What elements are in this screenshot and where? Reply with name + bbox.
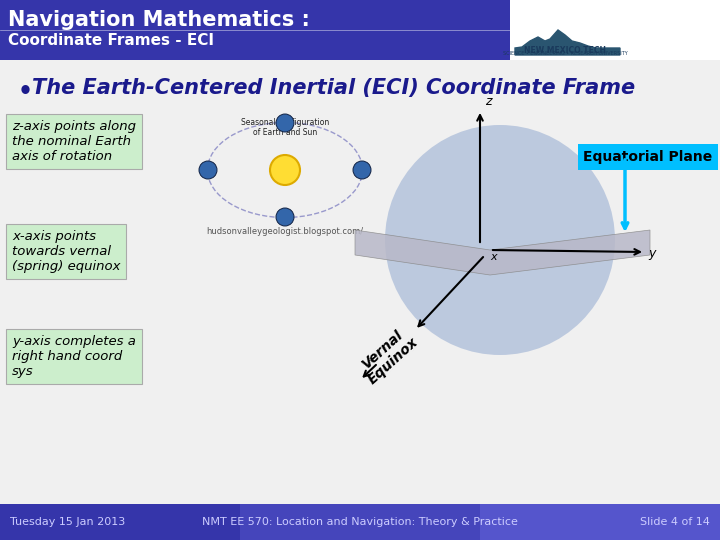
Text: •: • [18,80,33,104]
Text: Coordinate Frames - ECI: Coordinate Frames - ECI [8,33,214,48]
Text: hudsonvalleygeologist.blogspot.com/: hudsonvalleygeologist.blogspot.com/ [207,227,364,236]
Text: Equatorial Plane: Equatorial Plane [583,150,713,164]
Text: SCIENCE • ENGINEERING • RESEARCH UNIVERSITY: SCIENCE • ENGINEERING • RESEARCH UNIVERS… [503,51,627,56]
Text: Vernal
Equinox: Vernal Equinox [355,323,421,387]
Text: Tuesday 15 Jan 2013: Tuesday 15 Jan 2013 [10,517,125,527]
Text: Navigation Mathematics :: Navigation Mathematics : [8,10,310,30]
Text: z: z [485,95,492,108]
Polygon shape [515,30,620,55]
Circle shape [276,208,294,226]
Bar [240,504,480,540]
Text: x-axis points
towards vernal
(spring) equinox: x-axis points towards vernal (spring) eq… [12,230,120,273]
Text: z-axis points along
the nominal Earth
axis of rotation: z-axis points along the nominal Earth ax… [12,120,136,163]
Text: x: x [490,252,497,262]
Circle shape [353,161,371,179]
Polygon shape [355,230,650,275]
Bar [0,504,720,540]
Text: y: y [648,246,655,260]
Circle shape [270,155,300,185]
Circle shape [199,161,217,179]
Text: NMT EE 570: Location and Navigation: Theory & Practice: NMT EE 570: Location and Navigation: The… [202,517,518,527]
Text: Slide 4 of 14: Slide 4 of 14 [640,517,710,527]
Circle shape [385,125,615,355]
Bar [510,0,720,60]
Bar [0,0,720,60]
Circle shape [276,114,294,132]
Text: y-axis completes a
right hand coord
sys: y-axis completes a right hand coord sys [12,335,136,378]
Text: NEW MEXICO TECH: NEW MEXICO TECH [524,46,606,55]
Bar [480,504,720,540]
Text: The Earth-Centered Inertial (ECI) Coordinate Frame: The Earth-Centered Inertial (ECI) Coordi… [32,78,635,98]
Text: Seasonal configuration
of Earth and Sun: Seasonal configuration of Earth and Sun [241,118,329,137]
